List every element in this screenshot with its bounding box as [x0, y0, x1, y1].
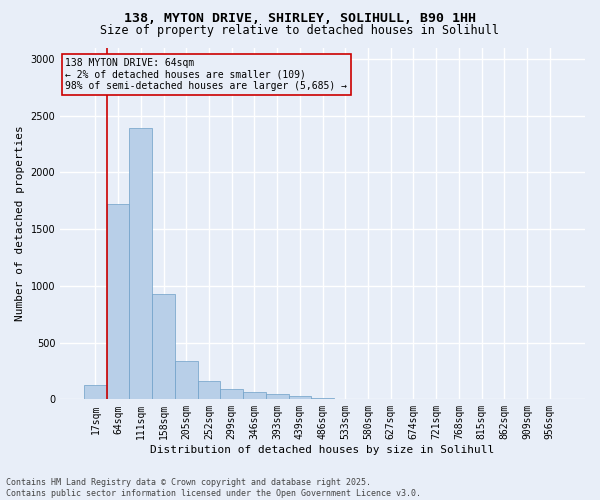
Text: Size of property relative to detached houses in Solihull: Size of property relative to detached ho… — [101, 24, 499, 37]
Bar — [289, 396, 311, 400]
Bar — [175, 360, 197, 400]
Bar — [243, 392, 266, 400]
Bar — [107, 204, 130, 400]
Text: 138, MYTON DRIVE, SHIRLEY, SOLIHULL, B90 1HH: 138, MYTON DRIVE, SHIRLEY, SOLIHULL, B90… — [124, 12, 476, 26]
Bar — [311, 398, 334, 400]
X-axis label: Distribution of detached houses by size in Solihull: Distribution of detached houses by size … — [151, 445, 495, 455]
Bar — [130, 128, 152, 400]
Bar — [266, 394, 289, 400]
Bar — [152, 294, 175, 400]
Bar — [220, 389, 243, 400]
Y-axis label: Number of detached properties: Number of detached properties — [15, 126, 25, 322]
Text: 138 MYTON DRIVE: 64sqm
← 2% of detached houses are smaller (109)
98% of semi-det: 138 MYTON DRIVE: 64sqm ← 2% of detached … — [65, 58, 347, 92]
Text: Contains HM Land Registry data © Crown copyright and database right 2025.
Contai: Contains HM Land Registry data © Crown c… — [6, 478, 421, 498]
Bar — [84, 384, 107, 400]
Bar — [197, 381, 220, 400]
